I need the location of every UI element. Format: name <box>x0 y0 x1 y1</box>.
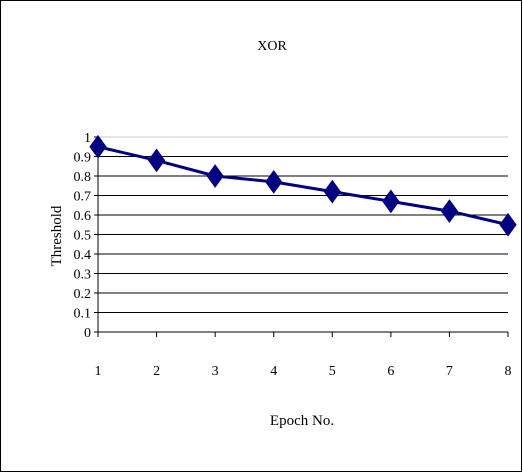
y-tick-label: 0.4 <box>74 248 92 263</box>
y-tick-label: 0.9 <box>74 151 92 166</box>
x-tick-label: 5 <box>329 364 336 379</box>
y-tick-label: 0.3 <box>74 268 92 283</box>
y-tick-label: 0 <box>84 326 91 341</box>
chart-title: XOR <box>257 39 287 54</box>
x-tick-label: 8 <box>505 364 512 379</box>
x-tick-label: 7 <box>446 364 453 379</box>
y-tick-label: 0.6 <box>74 209 92 224</box>
x-tick-label: 6 <box>387 364 394 379</box>
x-tick-label: 2 <box>153 364 160 379</box>
x-tick-label: 4 <box>270 364 277 379</box>
x-tick-label: 1 <box>95 364 102 379</box>
y-tick-label: 0.8 <box>74 170 92 185</box>
y-axis-label: Threshold <box>49 205 65 266</box>
y-tick-label: 0.1 <box>74 307 92 322</box>
y-tick-label: 0.2 <box>74 287 92 302</box>
y-tick-label: 0.5 <box>74 229 92 244</box>
x-axis-label: Epoch No. <box>270 413 334 429</box>
y-tick-label: 1 <box>84 131 91 146</box>
x-tick-label: 3 <box>212 364 219 379</box>
y-tick-labels: 0 0.1 0.2 0.3 0.4 0.5 0.6 0.7 0.8 0.9 1 <box>74 131 92 341</box>
y-tick-label: 0.7 <box>74 190 92 205</box>
